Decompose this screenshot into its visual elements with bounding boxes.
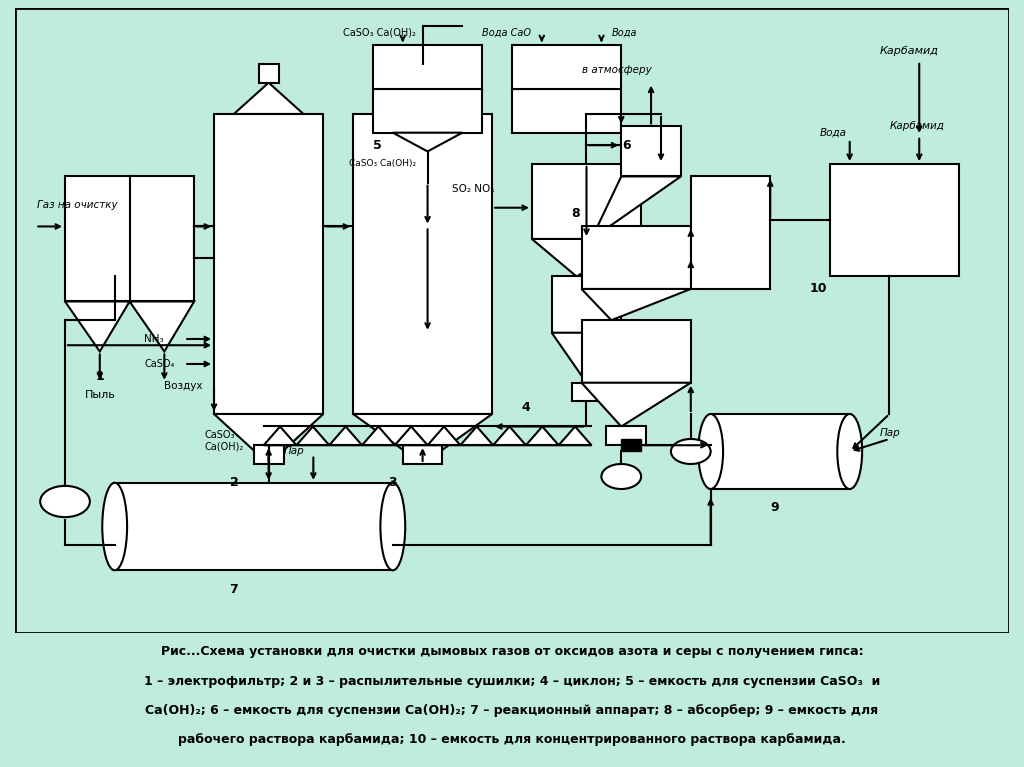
Polygon shape (130, 301, 195, 351)
Text: Вода CaO: Вода CaO (482, 28, 531, 38)
Bar (571, 383, 601, 401)
Polygon shape (592, 176, 681, 239)
Text: CaSO₃
Ca(OH)₂: CaSO₃ Ca(OH)₂ (204, 430, 244, 452)
Bar (552, 276, 622, 333)
Polygon shape (362, 426, 395, 445)
Text: 1: 1 (95, 370, 104, 383)
Bar (531, 164, 641, 239)
Text: NH₃: NH₃ (144, 334, 164, 344)
Text: Пыль: Пыль (84, 390, 115, 400)
Polygon shape (233, 83, 303, 114)
Text: 10: 10 (810, 282, 827, 295)
Text: рабочего раствора карбамида; 10 – емкость для концентрированного раствора карбам: рабочего раствора карбамида; 10 – емкост… (178, 733, 846, 746)
Text: CaSO₄: CaSO₄ (144, 359, 175, 369)
Bar (606, 426, 646, 445)
Text: Газ на очистку: Газ на очистку (37, 199, 118, 209)
Text: 5: 5 (373, 139, 382, 152)
Polygon shape (582, 383, 691, 426)
Text: Карбамид: Карбамид (880, 47, 939, 57)
Bar (373, 45, 482, 89)
Bar (622, 439, 641, 452)
Text: 1 – электрофильтр; 2 и 3 – распылительные сушилки; 4 – циклон; 5 – емкость для с: 1 – электрофильтр; 2 и 3 – распылительны… (144, 675, 880, 687)
Polygon shape (264, 426, 297, 445)
Bar (115, 482, 393, 571)
Polygon shape (428, 426, 461, 445)
Bar (214, 114, 324, 414)
Bar (622, 127, 681, 176)
Polygon shape (373, 83, 472, 114)
Ellipse shape (102, 482, 127, 571)
Bar (66, 176, 195, 301)
Ellipse shape (838, 414, 862, 489)
Text: SO₂ NOₓ: SO₂ NOₓ (453, 184, 496, 194)
Text: CaSO₃ Ca(OH)₂: CaSO₃ Ca(OH)₂ (349, 160, 417, 169)
Ellipse shape (698, 414, 723, 489)
Text: Вода: Вода (820, 127, 847, 138)
Text: Пар: Пар (284, 446, 304, 456)
Polygon shape (461, 426, 494, 445)
Circle shape (40, 486, 90, 517)
Bar (711, 414, 850, 489)
Polygon shape (494, 426, 526, 445)
Bar (402, 445, 442, 464)
Circle shape (601, 464, 641, 489)
Text: в атмосферу: в атмосферу (582, 65, 651, 75)
Text: 6: 6 (623, 139, 631, 152)
Polygon shape (353, 414, 493, 464)
Polygon shape (559, 426, 592, 445)
Polygon shape (393, 133, 463, 151)
Text: CaSO₃ Ca(OH)₂: CaSO₃ Ca(OH)₂ (343, 28, 416, 38)
Bar (259, 64, 279, 83)
Polygon shape (552, 333, 622, 383)
Text: Ca(OH)₂; 6 – емкость для суспензии Ca(OH)₂; 7 – реакционный аппарат; 8 – абсорбе: Ca(OH)₂; 6 – емкость для суспензии Ca(OH… (145, 704, 879, 716)
Polygon shape (66, 301, 130, 351)
Text: Пар: Пар (880, 428, 900, 438)
Polygon shape (297, 426, 330, 445)
Text: 7: 7 (229, 582, 239, 595)
Text: Вода: Вода (611, 28, 637, 38)
Bar (582, 321, 691, 383)
Polygon shape (395, 426, 428, 445)
Text: 3: 3 (388, 476, 397, 489)
Bar (413, 64, 432, 83)
Polygon shape (531, 239, 641, 276)
Bar (829, 164, 958, 276)
Text: 2: 2 (229, 476, 239, 489)
Polygon shape (526, 426, 559, 445)
Bar (691, 176, 770, 289)
Circle shape (671, 439, 711, 464)
Polygon shape (330, 426, 362, 445)
Text: Карбамид: Карбамид (890, 121, 944, 131)
Text: Воздух: Воздух (165, 381, 203, 391)
Bar (373, 89, 482, 133)
Text: Рис...Схема установки для очистки дымовых газов от оксидов азота и серы с получе: Рис...Схема установки для очистки дымовы… (161, 646, 863, 658)
Bar (353, 114, 493, 414)
Polygon shape (582, 289, 691, 321)
Polygon shape (214, 414, 324, 464)
Bar (582, 226, 691, 289)
Text: 9: 9 (770, 502, 779, 514)
Text: 8: 8 (571, 207, 581, 220)
Ellipse shape (380, 482, 406, 571)
Bar (512, 45, 622, 89)
Bar (512, 89, 622, 133)
Bar (254, 445, 284, 464)
Text: 4: 4 (522, 401, 530, 414)
